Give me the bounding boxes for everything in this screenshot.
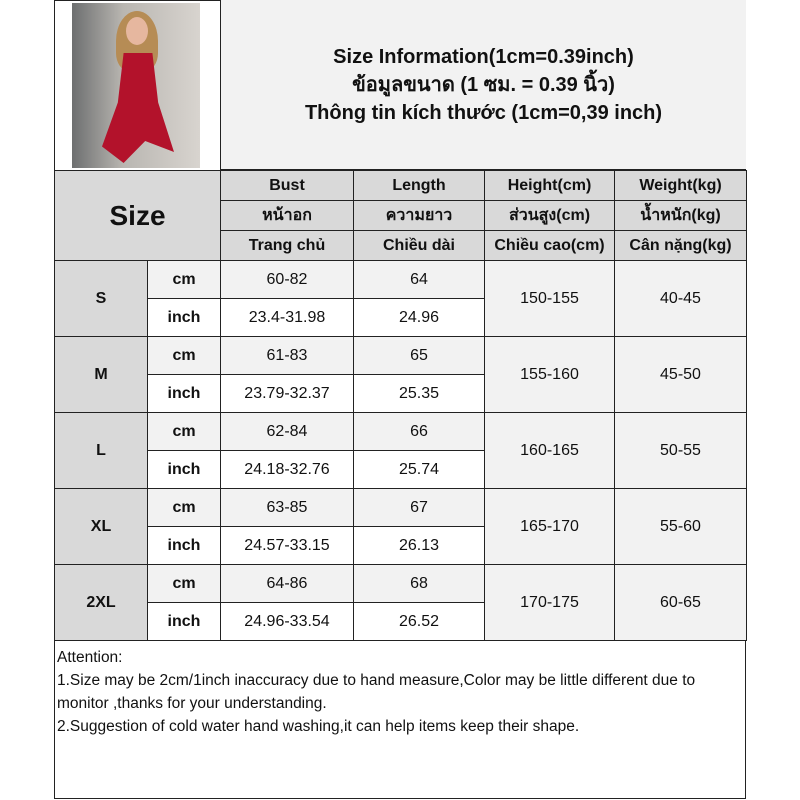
size-info-title: Size Information(1cm=0.39inch) ข้อมูลขนา… <box>220 0 746 170</box>
attention-note-2: 2.Suggestion of cold water hand washing,… <box>57 718 580 735</box>
length-cm: 67 <box>353 488 485 527</box>
unit-cm: cm <box>147 336 221 375</box>
attention-notes: Attention: 1.Size may be 2cm/1inch inacc… <box>57 646 743 738</box>
col-height-en: Height(cm) <box>484 170 615 201</box>
unit-cm: cm <box>147 564 221 603</box>
size-label: L <box>54 412 148 489</box>
length-inch: 26.52 <box>353 602 485 641</box>
length-inch: 26.13 <box>353 526 485 565</box>
bust-cm: 64-86 <box>220 564 354 603</box>
bust-cm: 61-83 <box>220 336 354 375</box>
height-value: 165-170 <box>484 488 615 565</box>
col-height-th: ส่วนสูง(cm) <box>484 200 615 231</box>
height-value: 155-160 <box>484 336 615 413</box>
unit-inch: inch <box>147 450 221 489</box>
unit-cm: cm <box>147 488 221 527</box>
bust-inch: 24.96-33.54 <box>220 602 354 641</box>
unit-inch: inch <box>147 298 221 337</box>
col-height-vi: Chiều cao(cm) <box>484 230 615 261</box>
size-label: M <box>54 336 148 413</box>
bust-inch: 24.57-33.15 <box>220 526 354 565</box>
title-vietnamese: Thông tin kích thước (1cm=0,39 inch) <box>304 101 663 124</box>
attention-note-1: 1.Size may be 2cm/1inch inaccuracy due t… <box>57 672 696 712</box>
bust-inch: 23.79-32.37 <box>220 374 354 413</box>
table-row-cm: L cm 62-84 66 160-165 50-55 <box>54 412 747 489</box>
col-weight-th: น้ำหนัก(kg) <box>614 200 747 231</box>
height-value: 150-155 <box>484 260 615 337</box>
height-value: 160-165 <box>484 412 615 489</box>
product-photo <box>72 3 200 168</box>
table-row-inch: inch 24.96-33.54 26.52 <box>55 602 747 641</box>
bust-inch: 23.4-31.98 <box>220 298 354 337</box>
table-row-inch: inch 23.4-31.98 24.96 <box>55 298 747 337</box>
col-length-vi: Chiều dài <box>353 230 485 261</box>
col-length-th: ความยาว <box>353 200 485 231</box>
table-row-inch: inch 23.79-32.37 25.35 <box>55 374 747 413</box>
bust-cm: 63-85 <box>220 488 354 527</box>
length-cm: 68 <box>353 564 485 603</box>
height-value: 170-175 <box>484 564 615 641</box>
col-weight-vi: Cân nặng(kg) <box>614 230 747 261</box>
col-bust-vi: Trang chủ <box>220 230 354 261</box>
length-cm: 66 <box>353 412 485 451</box>
weight-value: 55-60 <box>614 488 747 565</box>
bust-cm: 60-82 <box>220 260 354 299</box>
table-row-cm: M cm 61-83 65 155-160 45-50 <box>54 336 747 413</box>
unit-inch: inch <box>147 602 221 641</box>
col-bust-th: หน้าอก <box>220 200 354 231</box>
weight-value: 40-45 <box>614 260 747 337</box>
length-inch: 25.74 <box>353 450 485 489</box>
col-length-en: Length <box>353 170 485 201</box>
table-row-cm: XL cm 63-85 67 165-170 55-60 <box>54 488 747 565</box>
weight-value: 60-65 <box>614 564 747 641</box>
size-label: 2XL <box>54 564 148 641</box>
size-label: XL <box>54 488 148 565</box>
weight-value: 45-50 <box>614 336 747 413</box>
title-english: Size Information(1cm=0.39inch) <box>333 45 634 68</box>
unit-inch: inch <box>147 374 221 413</box>
table-row-inch: inch 24.18-32.76 25.74 <box>55 450 747 489</box>
bust-cm: 62-84 <box>220 412 354 451</box>
col-weight-en: Weight(kg) <box>614 170 747 201</box>
col-bust-en: Bust <box>220 170 354 201</box>
weight-value: 50-55 <box>614 412 747 489</box>
bust-inch: 24.18-32.76 <box>220 450 354 489</box>
title-thai: ข้อมูลขนาด (1 ซม. = 0.39 นิ้ว) <box>352 73 615 96</box>
attention-heading: Attention: <box>57 649 123 666</box>
size-table: Size Bust Length Height(cm) Weight(kg) ห… <box>54 170 747 641</box>
size-label: S <box>54 260 148 337</box>
unit-cm: cm <box>147 412 221 451</box>
table-row-cm: 2XL cm 64-86 68 170-175 60-65 <box>54 564 747 641</box>
table-row-inch: inch 24.57-33.15 26.13 <box>55 526 747 565</box>
length-inch: 25.35 <box>353 374 485 413</box>
size-header: Size <box>54 170 221 261</box>
table-row-cm: S cm 60-82 64 150-155 40-45 <box>54 260 747 337</box>
unit-inch: inch <box>147 526 221 565</box>
unit-cm: cm <box>147 260 221 299</box>
length-cm: 65 <box>353 336 485 375</box>
length-cm: 64 <box>353 260 485 299</box>
length-inch: 24.96 <box>353 298 485 337</box>
